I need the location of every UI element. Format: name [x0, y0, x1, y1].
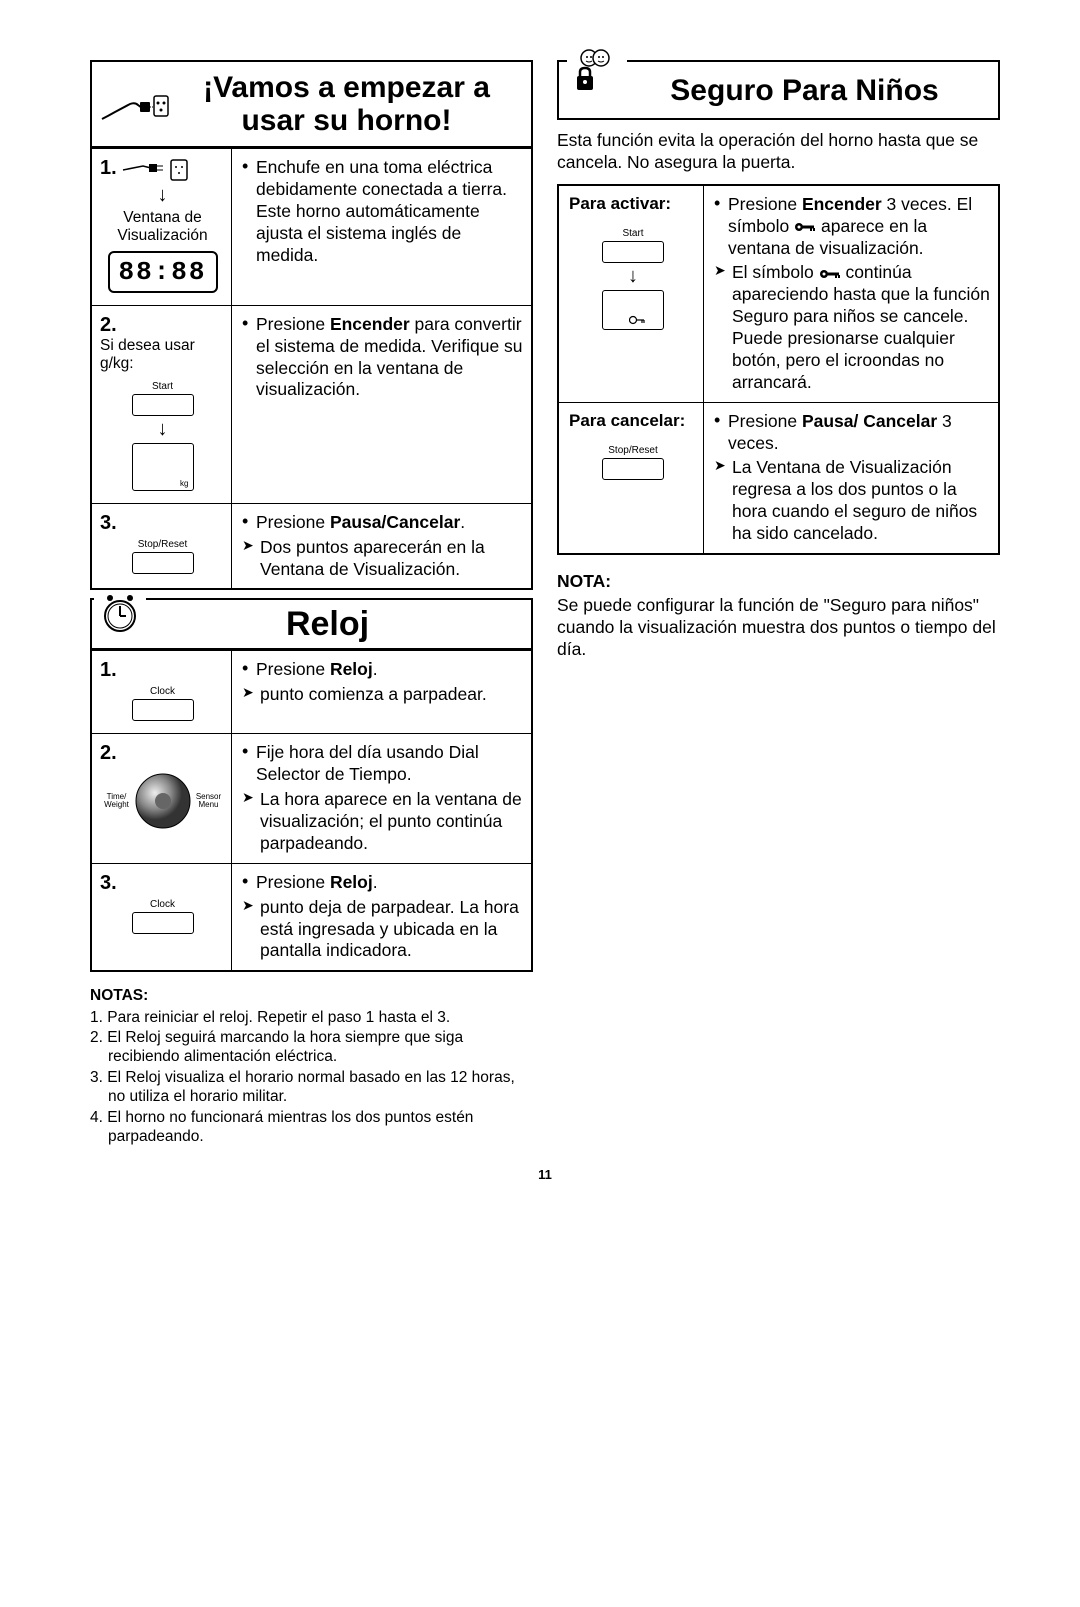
- arrow-down-icon: ↓: [158, 418, 168, 441]
- stop-reset-button[interactable]: [132, 552, 194, 574]
- title-bar-reloj: Reloj: [92, 600, 531, 650]
- reloj-step-3: 3. Clock Presione Reloj. punto deja de p…: [92, 863, 531, 971]
- section-reloj: Reloj 1. Clock Presione Reloj.: [90, 598, 533, 972]
- section-vamos: ¡Vamos a empezar a usar su horno! 1.: [90, 60, 533, 590]
- start-button[interactable]: [132, 394, 194, 416]
- vamos-step-1: 1. ↓ Ventana de Visualización 88:88: [92, 148, 531, 305]
- plug-outlet-icon: [121, 158, 191, 182]
- key-icon: [819, 268, 841, 280]
- clock-icon: [94, 590, 146, 634]
- seguro-activate: Para activar: Start ↓ Presi: [559, 186, 998, 402]
- section-seguro-steps: Para activar: Start ↓ Presi: [557, 184, 1000, 555]
- arrow-down-icon: ↓: [628, 265, 638, 288]
- stop-reset-button[interactable]: [602, 458, 664, 480]
- seguro-cancel: Para cancelar: Stop/Reset Presione Pausa…: [559, 402, 998, 553]
- lock-display: [602, 290, 664, 330]
- section-reloj-wrap: Reloj 1. Clock Presione Reloj.: [90, 598, 533, 1146]
- arrow-down-icon: ↓: [100, 184, 225, 207]
- page-container: ¡Vamos a empezar a usar su horno! 1.: [90, 60, 1000, 1147]
- step3-text: Presione Pausa/Cancelar.: [242, 512, 523, 534]
- clock-button[interactable]: [132, 699, 194, 721]
- plug-hand-icon: [100, 74, 170, 134]
- dial-selector[interactable]: Time/ Weight Sensor Menu: [100, 771, 225, 831]
- seguro-intro: Esta función evita la operación del horn…: [557, 130, 1000, 174]
- key-icon: [629, 315, 645, 325]
- dial-icon: [133, 771, 193, 831]
- step2-text: Presione Encender para convertir el sist…: [242, 314, 523, 402]
- key-icon: [794, 221, 816, 233]
- vamos-step-2: 2. Si desea usar g/kg: Start ↓ kg Presio…: [92, 305, 531, 503]
- step1-text: Enchufe en una toma eléctrica debidament…: [242, 157, 523, 266]
- seguro-note: NOTA: Se puede configurar la función de …: [557, 565, 1000, 661]
- display-window: 88:88: [108, 251, 218, 293]
- right-column: Seguro Para Niños Esta función evita la …: [557, 60, 1000, 1147]
- left-column: ¡Vamos a empezar a usar su horno! 1.: [90, 60, 533, 1147]
- child-lock-icon: [567, 46, 627, 94]
- reloj-step-2: 2. Time/ Weight Sensor Menu Fij: [92, 733, 531, 862]
- reloj-step-1: 1. Clock Presione Reloj. punto comienza …: [92, 650, 531, 733]
- page-number: 11: [90, 1167, 1000, 1182]
- title-vamos-text: ¡Vamos a empezar a usar su horno!: [170, 71, 523, 137]
- unit-display: kg: [132, 443, 194, 491]
- section-seguro-wrap: Seguro Para Niños: [557, 60, 1000, 120]
- title-bar-vamos: ¡Vamos a empezar a usar su horno!: [92, 62, 531, 148]
- vamos-step-3: 3. Stop/Reset Presione Pausa/Cancelar. D…: [92, 503, 531, 589]
- clock-button[interactable]: [132, 912, 194, 934]
- start-button[interactable]: [602, 241, 664, 263]
- reloj-notes: NOTAS: 1. Para reiniciar el reloj. Repet…: [90, 980, 533, 1146]
